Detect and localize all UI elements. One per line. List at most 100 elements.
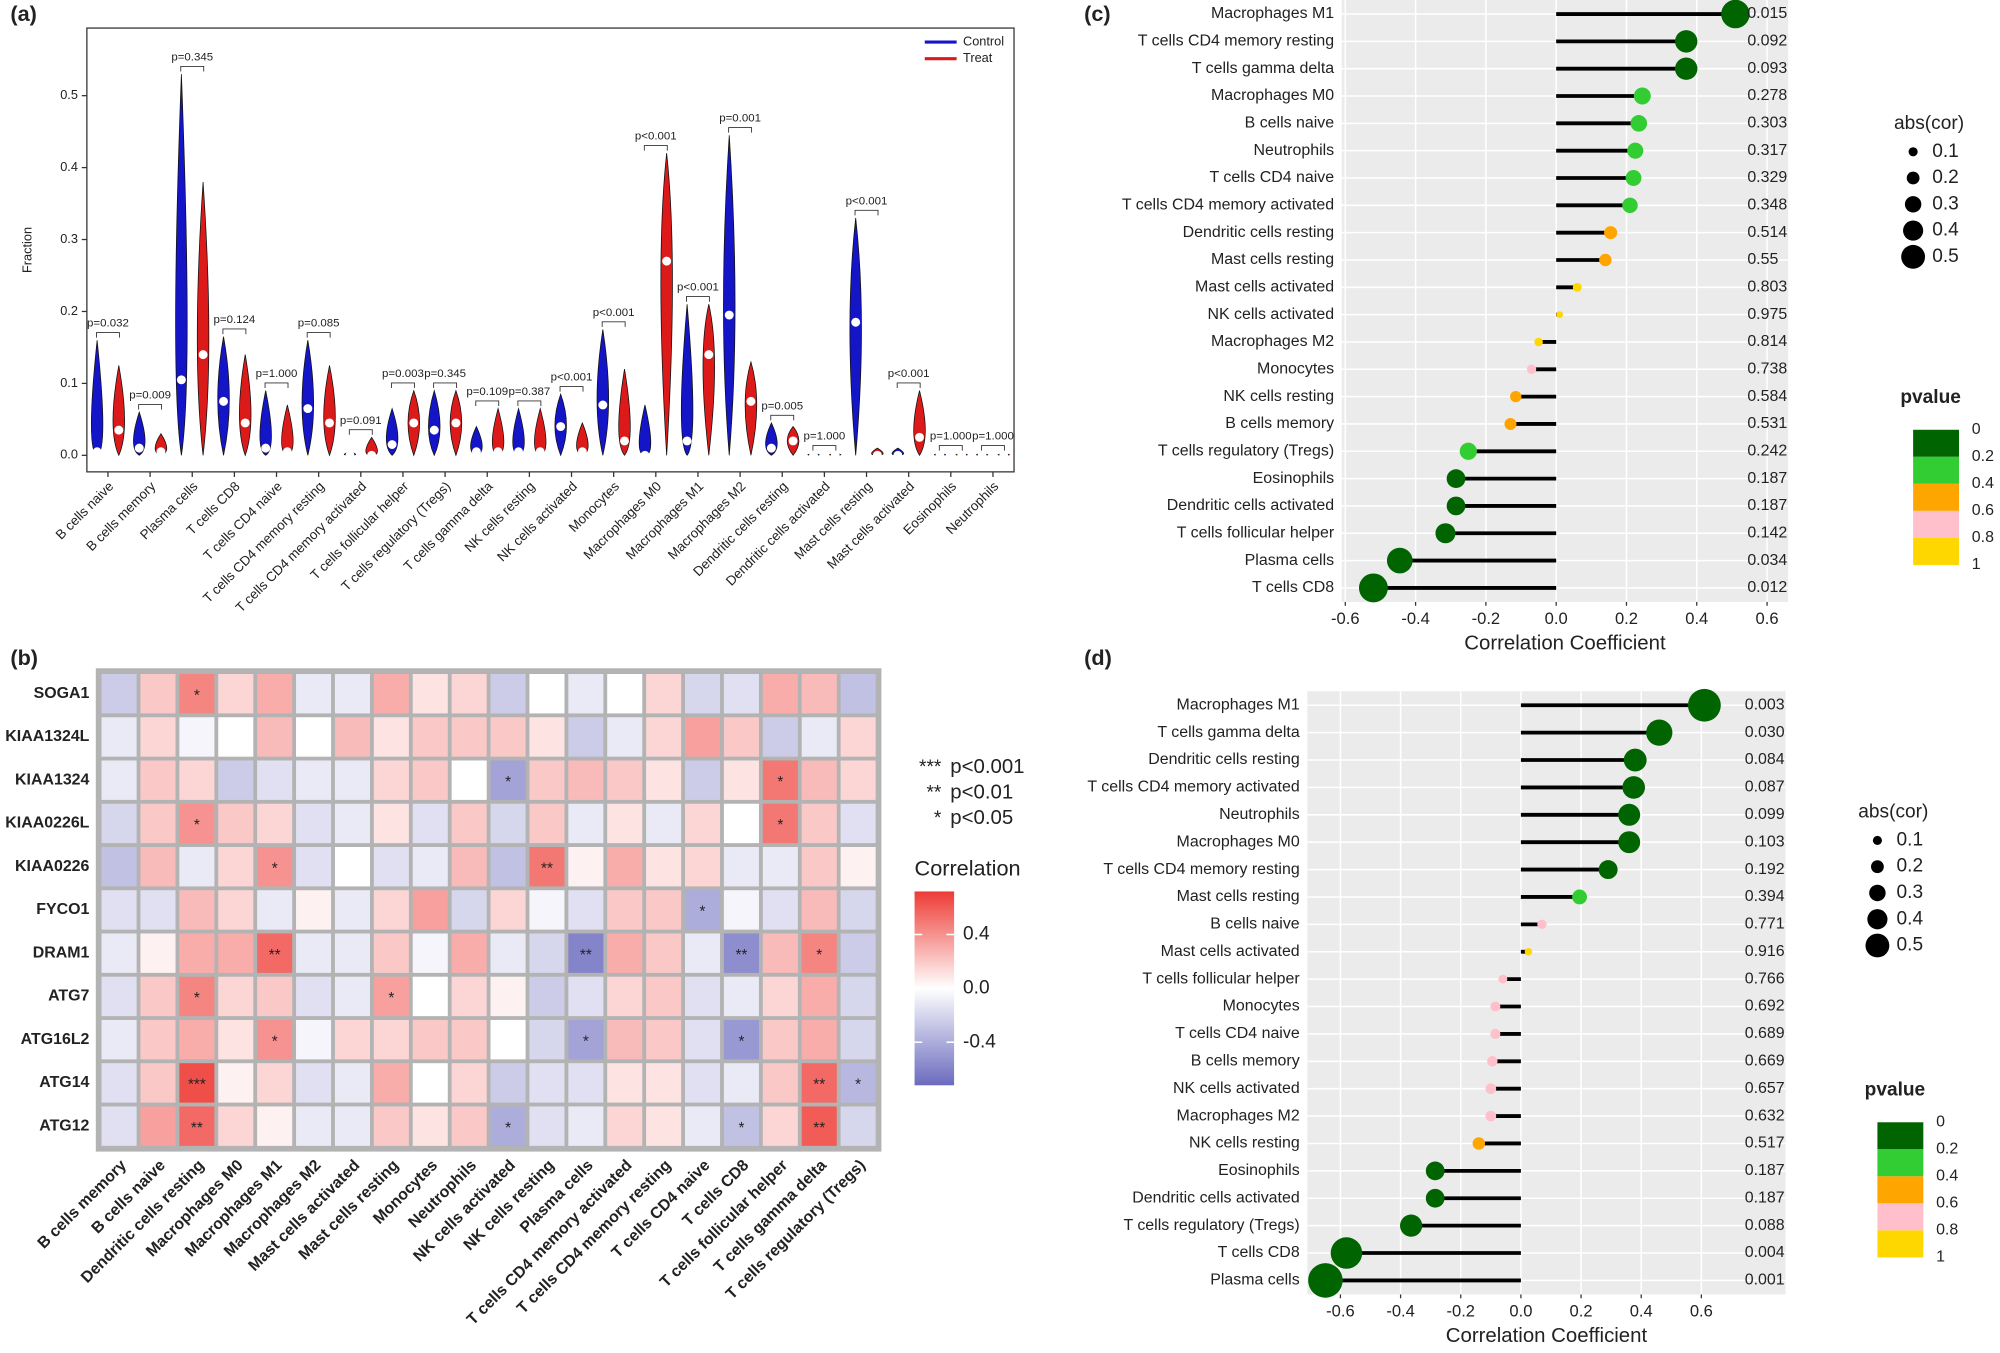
violin bbox=[680, 304, 694, 456]
x-tick-label: 0.6 bbox=[1756, 609, 1779, 628]
heatmap-cell bbox=[529, 846, 565, 887]
heatmap-cell bbox=[762, 1106, 798, 1146]
y-tick-label: 0.4 bbox=[60, 159, 78, 174]
color-legend-label: 0 bbox=[1972, 421, 1981, 438]
p-value-label: p=0.005 bbox=[761, 400, 803, 412]
heatmap-cell bbox=[684, 846, 721, 887]
heatmap-cell bbox=[412, 1106, 448, 1146]
p-value-label: 0.632 bbox=[1745, 1107, 1785, 1124]
size-legend-point bbox=[1867, 909, 1888, 930]
p-value-label: 0.187 bbox=[1745, 1189, 1785, 1206]
significance-star: ** bbox=[541, 860, 553, 877]
heatmap-cell bbox=[140, 890, 176, 930]
heatmap-cell bbox=[179, 760, 215, 800]
p-value-label: 0.012 bbox=[1747, 579, 1787, 596]
category-label: Plasma cells bbox=[1245, 552, 1334, 569]
heatmap-cell bbox=[646, 976, 682, 1017]
category-label: Eosinophils bbox=[1218, 1162, 1300, 1179]
size-legend-label: 0.4 bbox=[1897, 908, 1924, 929]
heatmap-cell bbox=[257, 890, 293, 930]
violin bbox=[660, 153, 673, 456]
median-dot bbox=[893, 450, 903, 460]
heatmap-cell bbox=[412, 760, 448, 800]
heatmap-cell bbox=[218, 717, 254, 757]
heatmap-cell bbox=[218, 1019, 254, 1060]
heatmap-cell bbox=[218, 933, 254, 973]
heatmap-cell bbox=[373, 1019, 409, 1060]
p-bracket bbox=[391, 382, 415, 389]
p-bracket bbox=[180, 65, 205, 72]
p-value-label: 0.187 bbox=[1747, 497, 1787, 514]
category-label: T cells regulatory (Tregs) bbox=[1123, 1217, 1299, 1234]
point bbox=[1721, 0, 1750, 29]
median-dot bbox=[303, 404, 313, 414]
heatmap-cell bbox=[451, 1019, 487, 1060]
panel-label: (a) bbox=[10, 1, 37, 26]
p-value-label: 0.394 bbox=[1745, 888, 1785, 905]
heatmap-cell bbox=[568, 674, 604, 714]
heatmap-cell bbox=[723, 846, 759, 887]
heatmap-cell bbox=[296, 846, 332, 887]
color-legend-label: 1 bbox=[1972, 556, 1981, 573]
category-label: T cells regulatory (Tregs) bbox=[1158, 442, 1334, 459]
p-value-label: 0.766 bbox=[1745, 970, 1785, 987]
row-label: ATG7 bbox=[48, 988, 89, 1005]
median-dot bbox=[640, 450, 650, 460]
p-value-label: 0.771 bbox=[1745, 916, 1785, 933]
color-legend-label: 0.4 bbox=[1936, 1168, 1958, 1185]
size-legend-title: abs(cor) bbox=[1894, 113, 1964, 134]
point bbox=[1459, 442, 1477, 460]
point bbox=[1556, 311, 1564, 319]
p-value-label: p<0.001 bbox=[888, 368, 930, 380]
point bbox=[1358, 573, 1388, 603]
median-dot bbox=[704, 350, 714, 360]
color-legend-label: 0.2 bbox=[1972, 448, 1994, 465]
heatmap-cell bbox=[607, 674, 643, 714]
p-value-label: 0.317 bbox=[1747, 142, 1787, 159]
heatmap-cell bbox=[529, 1106, 565, 1146]
point bbox=[1472, 1137, 1486, 1150]
heatmap-cell bbox=[373, 846, 409, 887]
median-dot bbox=[219, 396, 229, 406]
heatmap-cell bbox=[684, 976, 721, 1017]
size-legend-label: 0.2 bbox=[1897, 856, 1924, 877]
heatmap-cell bbox=[801, 846, 837, 887]
violin bbox=[90, 340, 104, 456]
x-tick-label: -0.4 bbox=[1401, 609, 1430, 628]
heatmap-cell bbox=[801, 890, 837, 930]
point bbox=[1622, 776, 1646, 799]
heatmap-cell bbox=[451, 717, 487, 757]
row-label: DRAM1 bbox=[33, 944, 90, 961]
median-dot bbox=[429, 425, 439, 435]
heatmap-cell bbox=[179, 674, 215, 714]
p-value-label: 0.034 bbox=[1747, 552, 1787, 569]
median-dot bbox=[999, 450, 1009, 460]
heatmap-cell bbox=[140, 803, 176, 844]
point bbox=[1498, 974, 1508, 984]
category-label: Neutrophils bbox=[1219, 806, 1300, 823]
heatmap-cell bbox=[684, 1063, 721, 1103]
x-tick-label: -0.6 bbox=[1326, 1302, 1355, 1321]
heatmap-cell bbox=[646, 846, 682, 887]
heatmap-cell bbox=[296, 717, 332, 757]
p-value-label: p<0.001 bbox=[635, 131, 677, 143]
p-value-label: 0.093 bbox=[1747, 60, 1787, 77]
size-legend-label: 0.5 bbox=[1932, 246, 1959, 267]
violin bbox=[512, 407, 525, 456]
category-label: T cells CD8 bbox=[1218, 1244, 1300, 1261]
category-label: Monocytes bbox=[1257, 360, 1334, 377]
p-bracket bbox=[264, 382, 289, 389]
heatmap-cell bbox=[179, 933, 215, 973]
heatmap-cell bbox=[646, 1063, 682, 1103]
p-value-label: p=0.124 bbox=[213, 314, 255, 326]
heatmap-cell bbox=[646, 717, 682, 757]
median-dot bbox=[493, 447, 503, 457]
point bbox=[1646, 719, 1673, 746]
heatmap-cell bbox=[334, 803, 370, 844]
median-dot bbox=[156, 447, 166, 457]
p-value-label: 0.531 bbox=[1747, 415, 1787, 432]
size-legend-label: 0.1 bbox=[1932, 141, 1959, 162]
heatmap-cell bbox=[607, 1063, 643, 1103]
heatmap-cell bbox=[529, 890, 565, 930]
heatmap-cell bbox=[646, 803, 682, 844]
